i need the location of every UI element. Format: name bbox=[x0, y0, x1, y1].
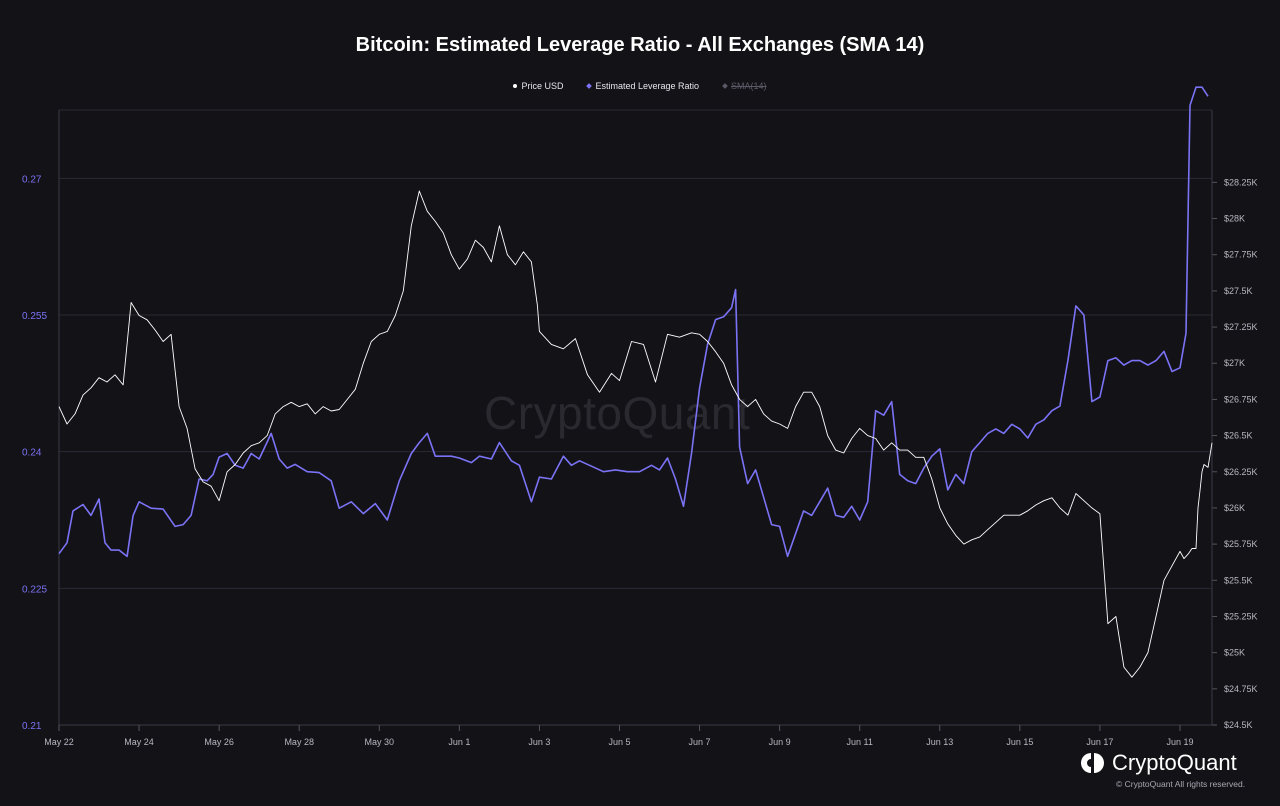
legend-label: SMA(14) bbox=[731, 81, 767, 91]
x-axis-tick-label: Jun 1 bbox=[448, 737, 470, 747]
right-axis-tick-label: $24.75K bbox=[1224, 684, 1258, 694]
right-axis-tick-label: $26.25K bbox=[1224, 467, 1258, 477]
left-axis-tick-label: 0.27 bbox=[22, 174, 42, 185]
left-axis-tick-label: 0.255 bbox=[22, 311, 47, 322]
legend-item-price[interactable]: Price USD bbox=[513, 81, 563, 91]
left-axis-tick-label: 0.225 bbox=[22, 584, 47, 595]
x-axis-tick-label: Jun 3 bbox=[528, 737, 550, 747]
x-axis-tick-label: May 22 bbox=[44, 737, 74, 747]
x-axis-tick-label: May 26 bbox=[204, 737, 234, 747]
x-axis-tick-label: Jun 7 bbox=[689, 737, 711, 747]
x-axis-tick-label: Jun 5 bbox=[608, 737, 630, 747]
right-axis-tick-label: $27.5K bbox=[1224, 286, 1253, 296]
x-axis-tick-label: Jun 11 bbox=[847, 737, 873, 747]
right-axis-tick-label: $25.5K bbox=[1224, 575, 1253, 585]
legend-dot-icon bbox=[513, 84, 518, 88]
left-axis-tick-label: 0.24 bbox=[22, 448, 42, 459]
legend-label: Estimated Leverage Ratio bbox=[595, 81, 700, 91]
brand-logo: CryptoQuant bbox=[1080, 750, 1237, 776]
x-axis-tick-label: Jun 17 bbox=[1086, 737, 1113, 747]
legend-item-sma[interactable]: SMA(14) bbox=[722, 81, 767, 91]
cryptoquant-logo-icon bbox=[1080, 752, 1106, 774]
right-axis-tick-label: $28K bbox=[1224, 214, 1245, 224]
x-axis-tick-label: Jun 19 bbox=[1166, 737, 1193, 747]
x-axis-tick-label: May 28 bbox=[284, 737, 314, 747]
x-axis-tick-label: Jun 9 bbox=[769, 737, 791, 747]
brand-name: CryptoQuant bbox=[1112, 750, 1237, 775]
chart-legend: Price USD Estimated Leverage Ratio SMA(1… bbox=[0, 81, 1280, 91]
right-axis-tick-label: $25.25K bbox=[1224, 611, 1258, 621]
watermark: CryptoQuant bbox=[484, 387, 751, 439]
x-axis-tick-label: Jun 15 bbox=[1006, 737, 1033, 747]
legend-item-leverage[interactable]: Estimated Leverage Ratio bbox=[586, 81, 700, 91]
leverage-ratio-series-line bbox=[58, 86, 1209, 558]
right-axis-tick-label: $26.5K bbox=[1224, 431, 1253, 441]
right-axis-tick-label: $27K bbox=[1224, 358, 1245, 368]
price-series-line bbox=[58, 190, 1213, 678]
right-axis-tick-label: $25.75K bbox=[1224, 539, 1258, 549]
right-axis-tick-label: $24.5K bbox=[1224, 720, 1253, 730]
right-axis-tick-label: $27.25K bbox=[1224, 322, 1258, 332]
x-axis-tick-label: Jun 13 bbox=[926, 737, 953, 747]
right-axis-tick-label: $26K bbox=[1224, 503, 1245, 513]
chart-title: Bitcoin: Estimated Leverage Ratio - All … bbox=[355, 34, 925, 56]
right-axis-tick-label: $28.25K bbox=[1224, 177, 1258, 187]
right-axis-tick-label: $26.75K bbox=[1224, 394, 1258, 404]
legend-label: Price USD bbox=[521, 81, 564, 91]
x-axis-tick-label: May 30 bbox=[365, 737, 395, 747]
copyright-text: © CryptoQuant All rights reserved. bbox=[1116, 779, 1246, 789]
right-axis-tick-label: $25K bbox=[1224, 648, 1245, 658]
right-axis-tick-label: $27.75K bbox=[1224, 250, 1258, 260]
left-axis-tick-label: 0.21 bbox=[22, 721, 42, 732]
x-axis-tick-label: May 24 bbox=[124, 737, 154, 747]
